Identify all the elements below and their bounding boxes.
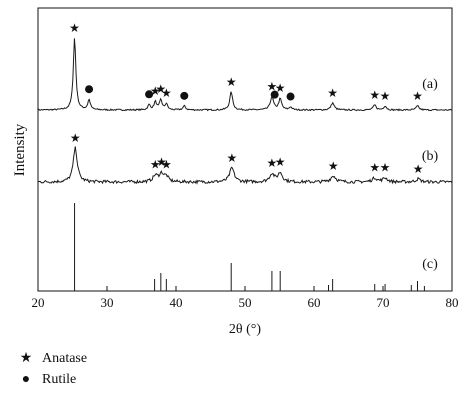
anatase-star-marker: ★: [226, 75, 237, 89]
series-label-group: (a) (b) (c): [422, 77, 439, 272]
marker-group: ★★★★★ ★★ ★ ★ ★ ★★★★★ ★ ★★ ★ ★ ★ ★: [69, 21, 423, 176]
star-icon: ★: [19, 351, 33, 366]
series-group: [37, 38, 453, 291]
plot-frame: [37, 7, 453, 292]
x-tick-label: 40: [170, 295, 183, 310]
anatase-star-marker: ★: [161, 158, 172, 172]
anatase-star-marker: ★: [275, 81, 286, 95]
series-label-b: (b): [422, 149, 439, 164]
legend-item-anatase: ★ Anatase: [18, 350, 87, 367]
anatase-star-marker: ★: [327, 86, 338, 100]
anatase-star-marker: ★: [69, 21, 80, 35]
legend-label-rutile: Rutile: [42, 372, 77, 387]
x-tick-label: 80: [446, 295, 459, 310]
anatase-star-marker: ★: [70, 131, 81, 145]
anatase-star-marker: ★: [155, 82, 166, 96]
x-tick-label: 50: [239, 295, 252, 310]
anatase-star-marker: ★: [413, 162, 424, 176]
x-tick-label: 30: [101, 295, 114, 310]
rutile-circle-marker: [286, 92, 295, 101]
anatase-star-marker: ★: [161, 86, 172, 100]
legend-label-anatase: Anatase: [42, 350, 88, 366]
rutile-circle-marker: [270, 90, 279, 99]
rutile-circle-marker: [180, 91, 189, 100]
anatase-star-marker: ★: [380, 89, 391, 103]
xrd-chart: ★★★★★ ★★ ★ ★ ★ ★★★★★ ★ ★★ ★ ★ ★ ★ (a)(b)(c) 20 30 40 5…: [12, 7, 459, 337]
rutile-circle-marker: [145, 90, 154, 99]
circle-icon: ●: [21, 372, 31, 387]
anatase-star-marker: ★: [150, 157, 161, 171]
y-axis-label: Intensity: [12, 123, 28, 176]
anatase-star-marker: ★: [369, 161, 380, 175]
x-axis: 20 30 40 50 60 70 80: [32, 286, 459, 310]
anatase-star-marker: ★: [150, 84, 161, 98]
xrd-curve-a: [37, 38, 453, 112]
rutile-circle-marker: [85, 85, 94, 94]
anatase-star-marker: ★: [380, 161, 391, 175]
legend-item-rutile: ● Rutile: [18, 372, 76, 388]
x-tick-label: 70: [377, 295, 390, 310]
anatase-star-marker: ★: [156, 155, 167, 169]
x-axis-label: 2θ (°): [229, 322, 261, 337]
anatase-star-marker: ★: [369, 88, 380, 102]
series-label-a: (a): [422, 77, 438, 92]
series-label-c: (c): [422, 257, 438, 272]
anatase-star-marker: ★: [275, 155, 286, 169]
anatase-star-marker: ★: [267, 156, 278, 170]
anatase-star-marker: ★: [328, 159, 339, 173]
xrd-curve-b: [37, 146, 453, 185]
x-tick-label: 60: [308, 295, 321, 310]
anatase-star-marker: ★: [227, 151, 238, 165]
anatase-star-marker: ★: [267, 79, 278, 93]
x-tick-label: 20: [32, 295, 45, 310]
anatase-star-marker: ★: [412, 89, 423, 103]
